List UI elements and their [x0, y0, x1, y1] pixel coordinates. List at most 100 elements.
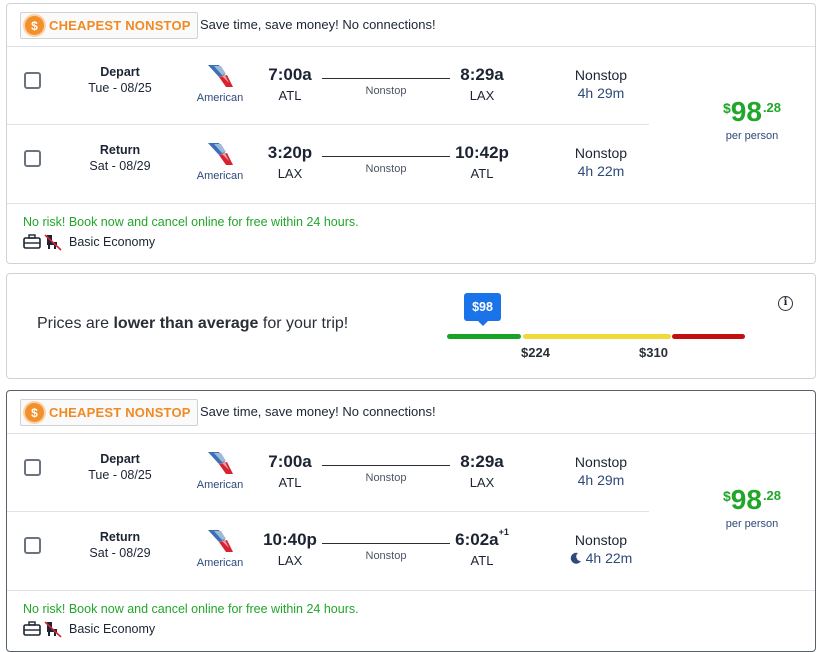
leg-date: Tue - 08/25: [88, 81, 152, 95]
cabin-class-label: Basic Economy: [69, 235, 156, 249]
departure-airport: LAX: [277, 166, 303, 181]
route-label: Nonstop: [365, 550, 407, 562]
select-leg-checkbox[interactable]: [24, 150, 41, 167]
price-amount: $98.28: [722, 484, 782, 515]
departure-airport: LAX: [277, 553, 303, 568]
stops-label: Nonstop: [574, 532, 628, 548]
flight-offer-card[interactable]: $ CHEAPEST NONSTOP Save time, save money…: [6, 390, 816, 652]
average-price-segment: [523, 334, 671, 339]
dollar-coin-icon: $: [25, 403, 44, 422]
cabin-class: Basic Economy: [23, 233, 155, 251]
airline-name: American: [196, 92, 244, 104]
carry-on-bag-icon: [23, 234, 41, 249]
cheapest-nonstop-badge: $ CHEAPEST NONSTOP: [20, 12, 198, 39]
duration: 4h 29m: [577, 472, 625, 488]
direction-label: Depart: [100, 452, 140, 466]
current-price-tag: $98: [464, 293, 501, 321]
departure: 7:00a ATL: [257, 452, 323, 490]
badge-label: CHEAPEST NONSTOP: [49, 405, 191, 420]
flight-offer-card[interactable]: $ CHEAPEST NONSTOP Save time, save money…: [6, 3, 816, 264]
leg-direction: Depart Tue - 08/25: [77, 65, 163, 95]
return-leg[interactable]: Return Sat - 08/29 American 3:20p LAX No…: [7, 125, 649, 203]
arrival-time: 10:42p: [455, 143, 509, 162]
leg-direction: Return Sat - 08/29: [77, 143, 163, 173]
overnight-moon-icon: [570, 552, 581, 564]
duration: 4h 22m: [555, 550, 647, 566]
arrival: 10:42p ATL: [447, 143, 517, 181]
cabin-class-label: Basic Economy: [69, 622, 156, 636]
airline: American: [193, 450, 247, 491]
route-label: Nonstop: [365, 163, 407, 175]
no-seat-selection-icon: [44, 621, 62, 638]
stops-info: Nonstop 4h 22m: [555, 145, 647, 179]
free-cancellation-note: No risk! Book now and cancel online for …: [23, 602, 359, 616]
arrival: 6:02a+1 ATL: [447, 527, 517, 568]
arrival-airport: ATL: [470, 166, 494, 181]
price-threshold-low: $224: [521, 345, 550, 360]
return-leg[interactable]: Return Sat - 08/29 American 10:40p LAX N…: [7, 512, 649, 590]
cabin-class: Basic Economy: [23, 620, 155, 638]
offer-price[interactable]: $98.28 per person: [697, 484, 807, 531]
cheapest-nonstop-badge: $ CHEAPEST NONSTOP: [20, 399, 198, 426]
departure-time: 3:20p: [267, 143, 313, 162]
depart-leg[interactable]: Depart Tue - 08/25 American 7:00a ATL No…: [7, 47, 649, 125]
stops-label: Nonstop: [574, 454, 628, 470]
offer-banner: $ CHEAPEST NONSTOP Save time, save money…: [7, 4, 815, 47]
american-airlines-logo-icon: [208, 452, 233, 474]
departure: 7:00a ATL: [257, 65, 323, 103]
arrival-airport: LAX: [469, 475, 495, 490]
departure-airport: ATL: [278, 88, 302, 103]
stops-label: Nonstop: [574, 145, 628, 161]
price-insight-message: Prices are lower than average for your t…: [37, 315, 349, 332]
departure: 3:20p LAX: [257, 143, 323, 181]
airline-name: American: [196, 479, 244, 491]
departure-time: 7:00a: [268, 452, 312, 471]
direction-label: Depart: [100, 65, 140, 79]
stops-info: Nonstop 4h 29m: [555, 67, 647, 101]
duration: 4h 29m: [577, 85, 625, 101]
select-leg-checkbox[interactable]: [24, 537, 41, 554]
route-label: Nonstop: [365, 472, 407, 484]
departure-time: 7:00a: [268, 65, 312, 84]
airline: American: [193, 63, 247, 104]
offer-footer: No risk! Book now and cancel online for …: [7, 590, 815, 650]
leg-direction: Return Sat - 08/29: [77, 530, 163, 560]
select-leg-checkbox[interactable]: [24, 72, 41, 89]
info-icon[interactable]: i: [778, 296, 793, 311]
next-day-indicator: +1: [498, 527, 509, 538]
banner-message: Save time, save money! No connections!: [200, 17, 436, 32]
no-seat-selection-icon: [44, 234, 62, 251]
depart-leg[interactable]: Depart Tue - 08/25 American 7:00a ATL No…: [7, 434, 649, 512]
airline-name: American: [196, 557, 244, 569]
american-airlines-logo-icon: [208, 143, 233, 165]
banner-message: Save time, save money! No connections!: [200, 404, 436, 419]
dollar-coin-icon: $: [25, 16, 44, 35]
leg-direction: Depart Tue - 08/25: [77, 452, 163, 482]
stops-info: Nonstop 4h 29m: [555, 454, 647, 488]
arrival-time: 6:02a+1: [455, 527, 509, 549]
stops-info: Nonstop 4h 22m: [555, 532, 647, 566]
american-airlines-logo-icon: [208, 65, 233, 87]
leg-date: Sat - 08/29: [89, 546, 151, 560]
high-price-segment: [672, 334, 745, 339]
offer-footer: No risk! Book now and cancel online for …: [7, 203, 815, 263]
price-threshold-high: $310: [639, 345, 668, 360]
stops-label: Nonstop: [574, 67, 628, 83]
american-airlines-logo-icon: [208, 530, 233, 552]
offer-price[interactable]: $98.28 per person: [697, 98, 807, 143]
route-label: Nonstop: [365, 85, 407, 97]
price-per-person: per person: [725, 518, 779, 530]
route-line: [322, 543, 450, 544]
direction-label: Return: [99, 530, 141, 544]
route-line: [322, 78, 450, 79]
leg-date: Tue - 08/25: [88, 468, 152, 482]
arrival-airport: ATL: [470, 553, 494, 568]
route-line: [322, 465, 450, 466]
select-leg-checkbox[interactable]: [24, 459, 41, 476]
departure-time: 10:40p: [263, 530, 317, 549]
airline: American: [193, 528, 247, 569]
leg-date: Sat - 08/29: [89, 159, 151, 173]
direction-label: Return: [99, 143, 141, 157]
route-line: [322, 156, 450, 157]
price-insight-emphasis: lower than average: [113, 315, 259, 332]
